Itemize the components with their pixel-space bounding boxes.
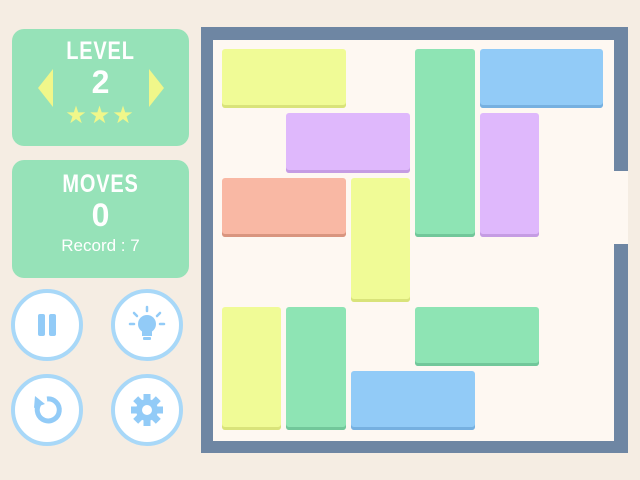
yellow-block[interactable] — [350, 177, 411, 302]
lightbulb-icon — [128, 305, 166, 340]
restart-button[interactable] — [11, 374, 83, 446]
settings-button[interactable] — [111, 374, 183, 446]
purple-block[interactable] — [479, 113, 539, 238]
green-block[interactable] — [286, 306, 346, 431]
star-icon: ★ — [88, 101, 113, 129]
moves-panel: MOVES 0 Record : 7 — [12, 160, 189, 278]
record-text: Record : 7 — [61, 236, 140, 255]
orange-block[interactable] — [222, 177, 346, 238]
star-icon: ★ — [112, 101, 136, 129]
moves-label: MOVES — [62, 170, 139, 198]
blue-block[interactable] — [479, 49, 604, 109]
level-label: LEVEL — [66, 37, 135, 65]
prev-level-arrow-icon[interactable] — [38, 69, 53, 107]
yellow-block[interactable] — [222, 306, 282, 431]
next-level-arrow-icon[interactable] — [149, 69, 164, 107]
pause-icon — [38, 314, 56, 336]
blue-block[interactable] — [350, 371, 475, 431]
level-panel: LEVEL 2 ★★★ — [12, 29, 189, 146]
level-number: 2 — [91, 64, 110, 100]
board-exit — [614, 171, 628, 244]
gear-icon — [131, 394, 163, 426]
restart-icon — [34, 396, 62, 424]
star-icon: ★ — [65, 101, 89, 129]
purple-block[interactable] — [286, 113, 411, 173]
green-block[interactable] — [415, 49, 475, 238]
hint-button[interactable] — [111, 289, 183, 361]
star-rating: ★★★ — [12, 101, 189, 129]
green-block[interactable] — [415, 306, 539, 366]
pause-button[interactable] — [11, 289, 83, 361]
moves-count: 0 — [91, 197, 110, 233]
yellow-block[interactable] — [222, 49, 346, 109]
